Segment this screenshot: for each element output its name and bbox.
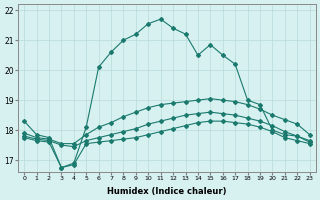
X-axis label: Humidex (Indice chaleur): Humidex (Indice chaleur) (107, 187, 227, 196)
